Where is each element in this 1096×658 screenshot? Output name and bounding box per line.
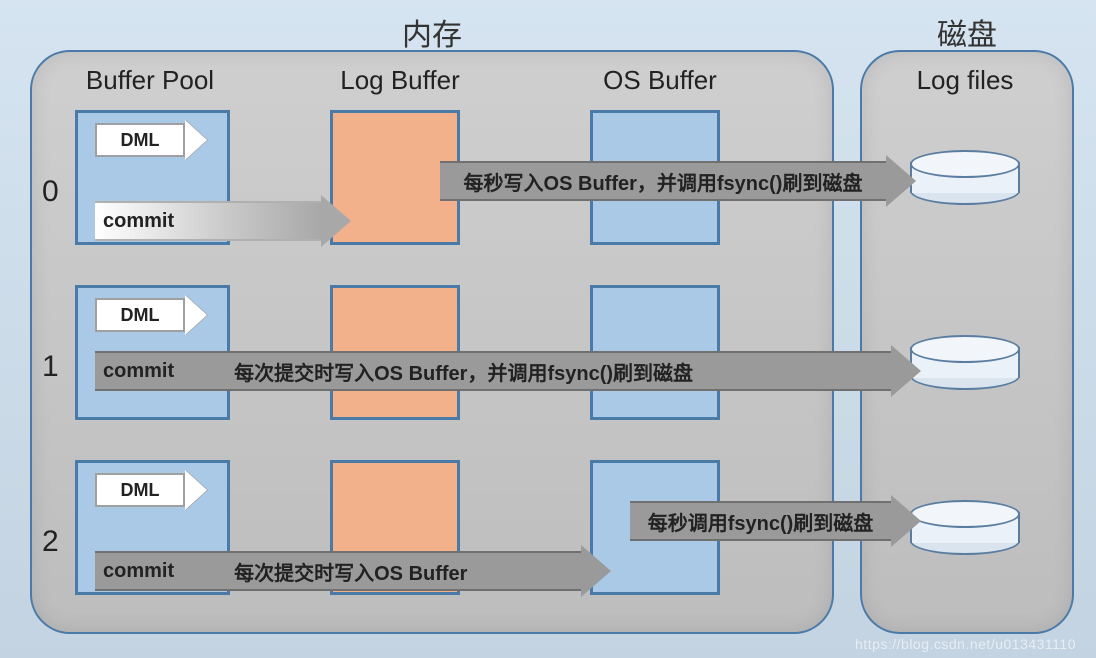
- log-file-cylinder-2: [910, 500, 1020, 555]
- dml-label-2: DML: [121, 480, 160, 501]
- fsync-arrow-2: 每秒调用fsync()刷到磁盘: [630, 495, 921, 547]
- log-file-cylinder-0: [910, 150, 1020, 205]
- memory-title: 内存: [32, 10, 832, 54]
- log-file-cylinder-1: [910, 335, 1020, 390]
- watermark: https://blog.csdn.net/u013431110: [855, 636, 1076, 652]
- col-buffer-pool: Buffer Pool: [60, 65, 240, 96]
- desc-arrow-0: 每秒写入OS Buffer，并调用fsync()刷到磁盘: [440, 155, 916, 207]
- dml-arrow-0: DML: [95, 120, 207, 160]
- commit-label-2: commit: [103, 560, 174, 583]
- dml-arrow-1: DML: [95, 295, 207, 335]
- col-log-files: Log files: [880, 65, 1050, 96]
- commit-label-0: commit: [103, 210, 174, 233]
- dml-label-0: DML: [121, 130, 160, 151]
- row-label-2: 2: [42, 525, 59, 559]
- commit-label-1: commit: [103, 360, 174, 383]
- desc-text-2b: 每秒调用fsync()刷到磁盘: [648, 507, 874, 536]
- dml-label-1: DML: [121, 305, 160, 326]
- desc-text-1: 每次提交时写入OS Buffer，并调用fsync()刷到磁盘: [234, 357, 693, 386]
- row-label-0: 0: [42, 175, 59, 209]
- diagram-canvas: 内存 磁盘 Buffer Pool Log Buffer OS Buffer L…: [0, 0, 1096, 658]
- commit-arrow-1: commit 每次提交时写入OS Buffer，并调用fsync()刷到磁盘: [95, 345, 921, 397]
- commit-arrow-0: commit: [95, 195, 351, 247]
- dml-arrow-2: DML: [95, 470, 207, 510]
- commit-arrow-2: commit 每次提交时写入OS Buffer: [95, 545, 611, 597]
- desc-text-2a: 每次提交时写入OS Buffer: [234, 557, 467, 586]
- row-label-1: 1: [42, 350, 59, 384]
- col-log-buffer: Log Buffer: [310, 65, 490, 96]
- desc-text-0: 每秒写入OS Buffer，并调用fsync()刷到磁盘: [464, 167, 863, 196]
- col-os-buffer: OS Buffer: [570, 65, 750, 96]
- disk-title: 磁盘: [862, 10, 1072, 54]
